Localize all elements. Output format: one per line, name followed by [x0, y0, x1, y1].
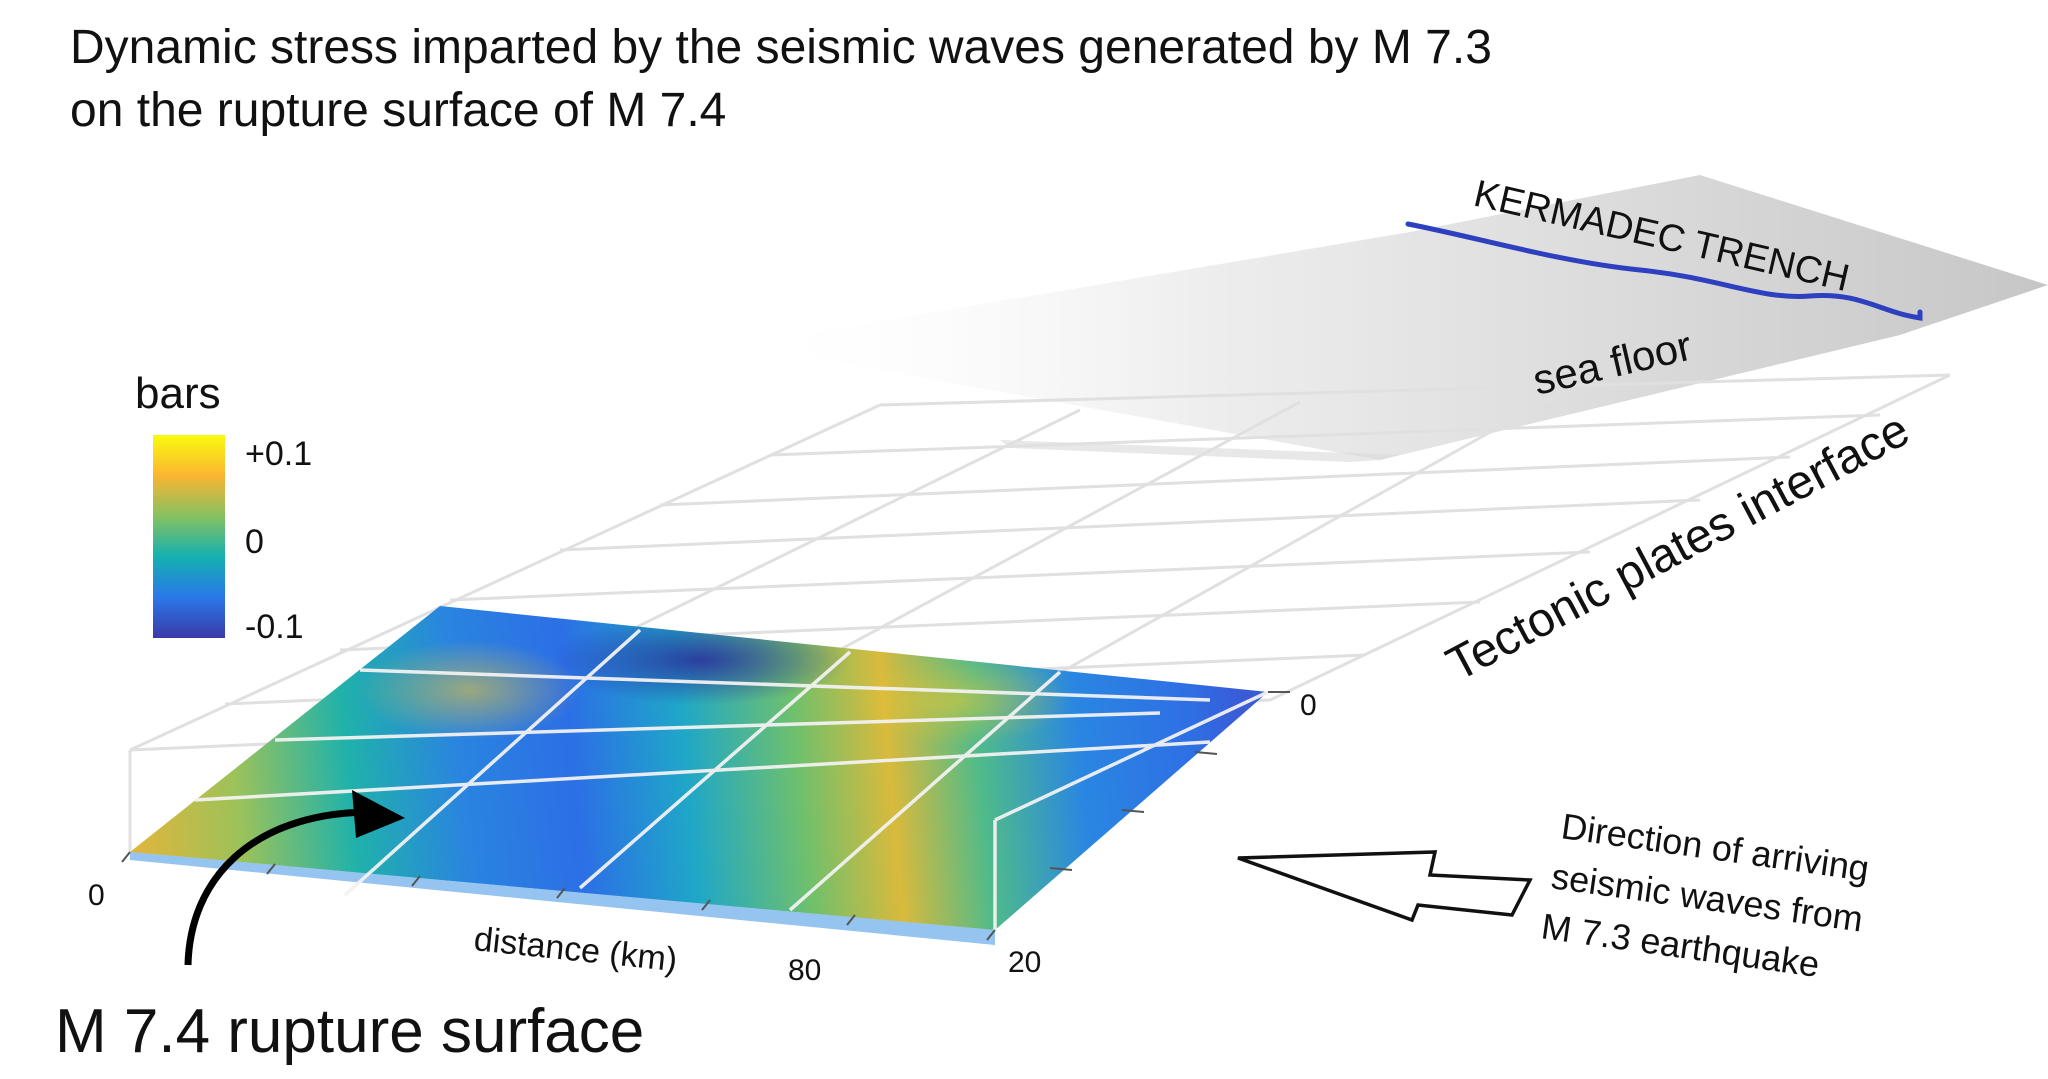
- x-axis-label: distance (km): [472, 920, 679, 979]
- kermadec-trench-line: [1405, 221, 1923, 321]
- y-tick-20: 20: [1008, 946, 1041, 979]
- sea-floor-plane: [740, 175, 2048, 460]
- interface-label: Tectonic plates interface: [1438, 403, 1918, 692]
- y-tick-0: 0: [1300, 689, 1317, 722]
- title-line-2: on the rupture surface of M 7.4: [70, 84, 727, 137]
- x-tick-80: 80: [788, 954, 821, 987]
- wave-direction-arrow: [1237, 850, 1533, 923]
- sea-floor-shadow: [1000, 440, 1400, 462]
- colorbar-tick-max: +0.1: [245, 435, 312, 473]
- axis-ticks: [121, 691, 1290, 941]
- rupture-pointer-arrowhead: [352, 790, 405, 838]
- x-tick-0: 0: [88, 879, 105, 912]
- rupture-pointer-arrow: [184, 808, 366, 966]
- figure-title: Dynamic stress imparted by the seismic w…: [70, 16, 1492, 142]
- colorbar-unit: bars: [135, 369, 221, 418]
- colorbar-tick-min: -0.1: [245, 608, 304, 646]
- rupture-surface: [130, 606, 1269, 945]
- colorbar: bars +0.1 0 -0.1: [135, 369, 312, 646]
- colorbar-tick-mid: 0: [245, 523, 264, 561]
- title-line-1: Dynamic stress imparted by the seismic w…: [70, 21, 1492, 74]
- wave-direction-text: Direction of arriving seismic waves from…: [1539, 805, 1872, 985]
- rupture-surface-label: M 7.4 rupture surface: [55, 997, 644, 1066]
- colorbar-scale: [153, 435, 225, 638]
